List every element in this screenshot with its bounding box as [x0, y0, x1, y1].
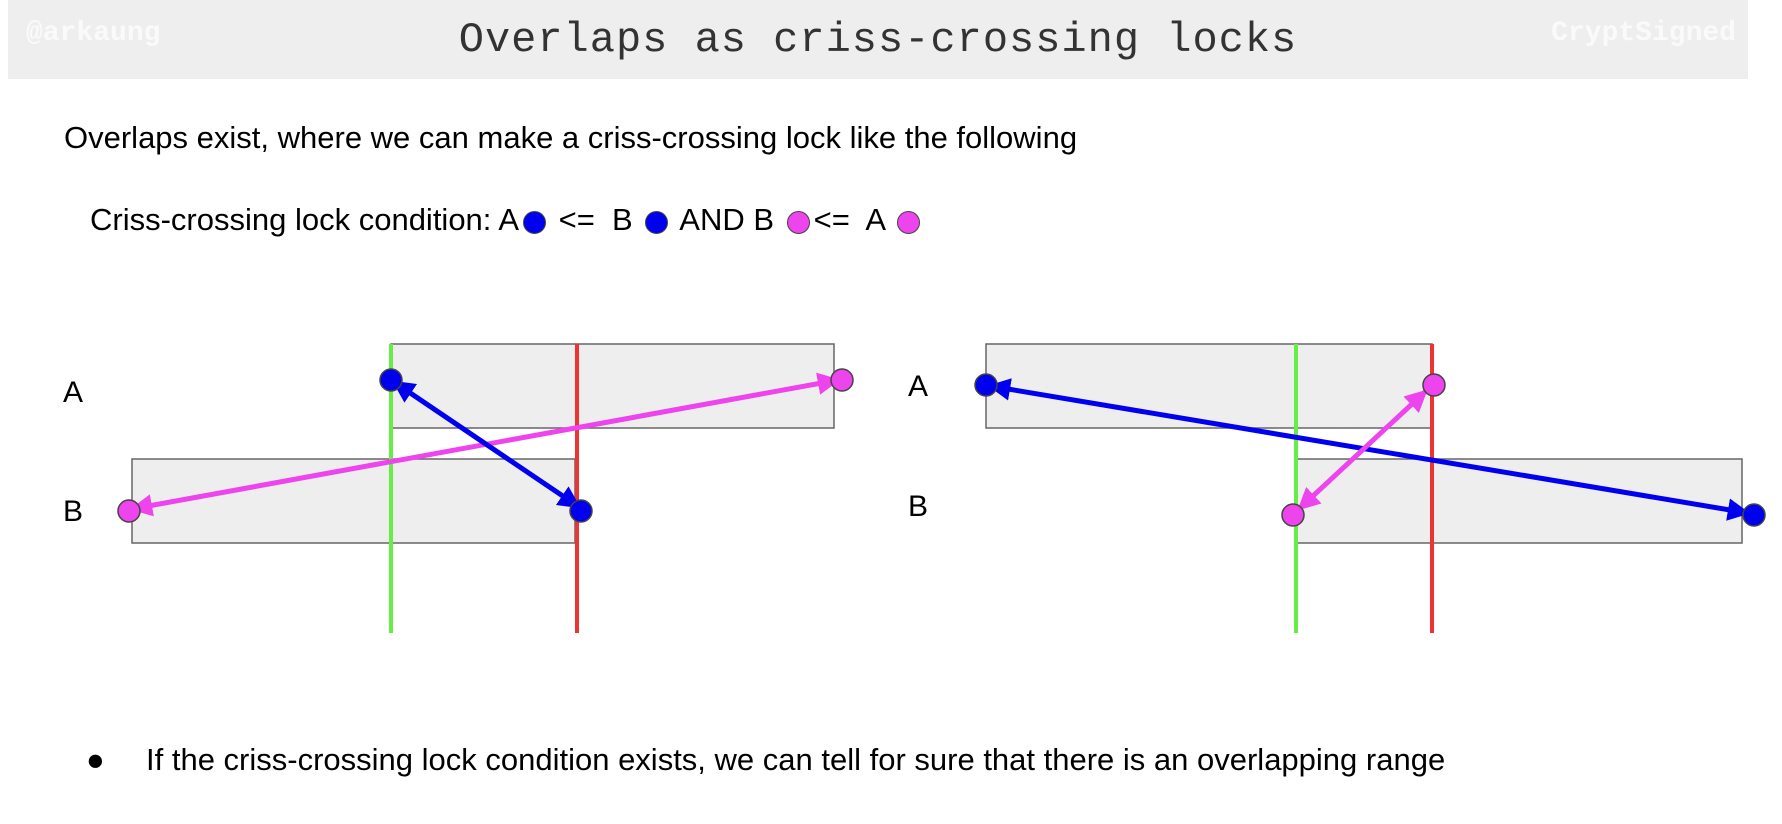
- slide-title: Overlaps as criss-crossing locks: [458, 16, 1298, 64]
- intro-text: Overlaps exist, where we can make a cris…: [64, 120, 1078, 155]
- bullet-item: If the criss-crossing lock condition exi…: [146, 742, 1446, 777]
- blue-dot-icon: [645, 211, 669, 234]
- a-start-blue-point: [974, 373, 998, 397]
- a-start-blue-point: [379, 368, 403, 392]
- blue-arrow: [392, 379, 581, 510]
- b-start-magenta-point: [1281, 503, 1305, 527]
- range-a-box: [985, 343, 1433, 429]
- row-label-a: A: [908, 370, 928, 403]
- watermark-left: @arkaung: [26, 18, 161, 49]
- b-end-blue-point: [569, 499, 593, 523]
- diagram-left: A B: [63, 343, 854, 633]
- magenta-arrow: [1297, 389, 1428, 511]
- header-bar: @arkaung Overlaps as criss-crossing lock…: [8, 0, 1748, 79]
- b-end-blue-point: [1742, 503, 1766, 527]
- diagram-right: A B: [908, 343, 1766, 633]
- row-label-a: A: [63, 376, 83, 409]
- row-label-b: B: [908, 490, 928, 523]
- row-label-b: B: [63, 495, 83, 528]
- watermark-right: CryptSigned: [1551, 18, 1736, 49]
- bullet-marker: ●: [86, 742, 105, 777]
- b-start-magenta-point: [117, 499, 141, 523]
- a-end-magenta-point: [1422, 373, 1446, 397]
- blue-dot-icon: [523, 211, 546, 234]
- range-b-box: [131, 458, 576, 544]
- condition-part3: AND B: [679, 202, 775, 237]
- magenta-dot-icon: [786, 211, 810, 234]
- condition-part4: <= A: [813, 202, 885, 237]
- range-a-box: [390, 343, 835, 429]
- condition-part2: <= B: [558, 202, 633, 237]
- condition-prefix: Criss-crossing lock condition: A: [90, 202, 519, 237]
- lock-condition: Criss-crossing lock condition: A <= B AN…: [90, 202, 924, 238]
- a-end-magenta-point: [830, 368, 854, 392]
- magenta-dot-icon: [896, 211, 920, 234]
